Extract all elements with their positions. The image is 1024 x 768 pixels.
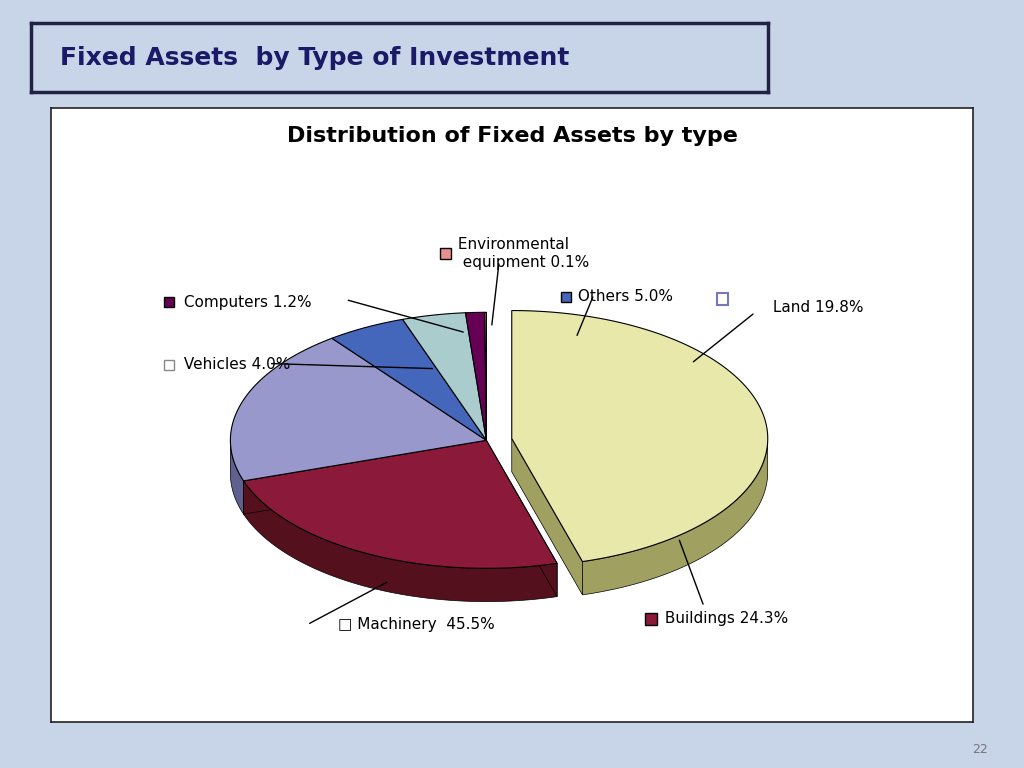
Text: Distribution of Fixed Assets by type: Distribution of Fixed Assets by type	[287, 126, 737, 146]
Polygon shape	[512, 310, 768, 561]
Polygon shape	[230, 338, 486, 481]
Polygon shape	[244, 440, 557, 568]
FancyBboxPatch shape	[561, 292, 571, 302]
Text: Fixed Assets  by Type of Investment: Fixed Assets by Type of Investment	[60, 45, 569, 70]
Text: Computers 1.2%: Computers 1.2%	[179, 295, 312, 310]
Text: Land 19.8%: Land 19.8%	[768, 300, 863, 315]
Polygon shape	[486, 440, 557, 597]
Polygon shape	[244, 440, 486, 514]
FancyBboxPatch shape	[645, 613, 656, 624]
Text: Environmental
  equipment 0.1%: Environmental equipment 0.1%	[453, 237, 590, 270]
Text: □ Machinery  45.5%: □ Machinery 45.5%	[338, 617, 495, 632]
Polygon shape	[230, 441, 244, 514]
Polygon shape	[332, 319, 486, 440]
Polygon shape	[583, 442, 768, 595]
FancyBboxPatch shape	[164, 359, 174, 370]
Polygon shape	[244, 481, 557, 601]
Text: Vehicles 4.0%: Vehicles 4.0%	[179, 357, 291, 372]
Polygon shape	[512, 439, 583, 595]
FancyBboxPatch shape	[717, 293, 728, 305]
FancyBboxPatch shape	[164, 297, 174, 307]
Text: Others 5.0%: Others 5.0%	[573, 290, 674, 304]
Text: Buildings 24.3%: Buildings 24.3%	[660, 611, 788, 626]
Polygon shape	[244, 440, 486, 514]
Polygon shape	[466, 313, 486, 440]
Polygon shape	[402, 313, 486, 440]
FancyBboxPatch shape	[440, 248, 451, 259]
Text: 22: 22	[973, 743, 988, 756]
Polygon shape	[484, 313, 486, 440]
